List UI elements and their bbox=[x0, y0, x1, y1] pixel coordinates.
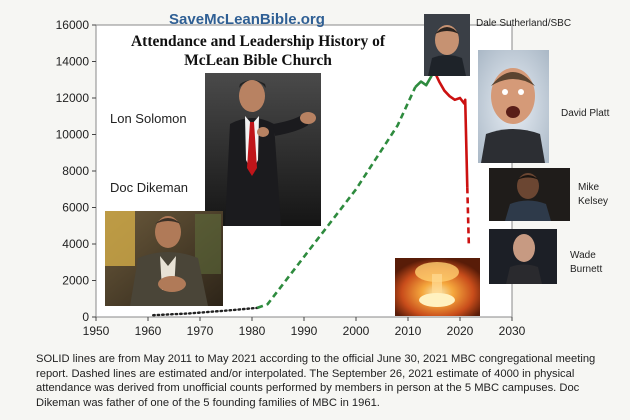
chart-title-line2: McLean Bible Church bbox=[184, 52, 332, 69]
x-tick-label: 2000 bbox=[343, 324, 370, 338]
chart-title-line1: Attendance and Leadership History of bbox=[131, 33, 386, 50]
label-david-platt: David Platt bbox=[561, 108, 610, 119]
label-wade-burnett-line1: Wade bbox=[570, 250, 596, 261]
x-tick-label: 1970 bbox=[187, 324, 214, 338]
photo-wade-burnett bbox=[489, 229, 557, 284]
series-line-2-dashed bbox=[256, 86, 417, 310]
photo-david-platt bbox=[478, 50, 549, 163]
photo-dale-sutherland bbox=[424, 14, 470, 76]
label-mike-kelsey-line1: Mike bbox=[578, 182, 600, 193]
y-tick-label: 6000 bbox=[62, 201, 89, 215]
site-url: SaveMcLeanBible.org bbox=[169, 11, 325, 28]
y-tick-label: 12000 bbox=[56, 91, 90, 105]
photo-doc-dikeman bbox=[105, 211, 223, 306]
photo-lon-solomon bbox=[205, 73, 321, 226]
x-tick-label: 1980 bbox=[239, 324, 266, 338]
photo-mike-kelsey bbox=[489, 168, 570, 221]
y-tick-label: 2000 bbox=[62, 274, 89, 288]
label-lon-solomon: Lon Solomon bbox=[110, 111, 187, 126]
label-doc-dikeman: Doc Dikeman bbox=[110, 180, 188, 195]
series-line-1-dotted bbox=[151, 306, 259, 317]
y-tick-label: 10000 bbox=[56, 128, 90, 142]
y-axis: 0 2000 4000 6000 8000 10000 12000 14000 16000 bbox=[56, 18, 96, 324]
x-tick-label: 1990 bbox=[291, 324, 318, 338]
x-tick-label: 2030 bbox=[499, 324, 526, 338]
explosion-image bbox=[395, 258, 480, 316]
x-axis: 1950 1960 1970 1980 1990 2000 2010 2020 2030 bbox=[83, 317, 526, 338]
series-line-4-solid bbox=[432, 70, 469, 188]
label-wade-burnett-line2: Burnett bbox=[570, 264, 602, 275]
footnote: SOLID lines are from May 2011 to May 202… bbox=[36, 353, 596, 409]
x-tick-label: 2020 bbox=[447, 324, 474, 338]
x-tick-label: 1960 bbox=[135, 324, 162, 338]
y-tick-label: 0 bbox=[82, 310, 89, 324]
y-tick-label: 14000 bbox=[56, 55, 90, 69]
y-tick-label: 16000 bbox=[56, 18, 90, 32]
y-tick-label: 8000 bbox=[62, 164, 89, 178]
label-dale-sutherland: Dale Sutherland/SBC bbox=[476, 18, 571, 29]
label-mike-kelsey-line2: Kelsey bbox=[578, 196, 608, 207]
x-tick-label: 1950 bbox=[83, 324, 110, 338]
y-tick-label: 4000 bbox=[62, 237, 89, 251]
x-tick-label: 2010 bbox=[395, 324, 422, 338]
